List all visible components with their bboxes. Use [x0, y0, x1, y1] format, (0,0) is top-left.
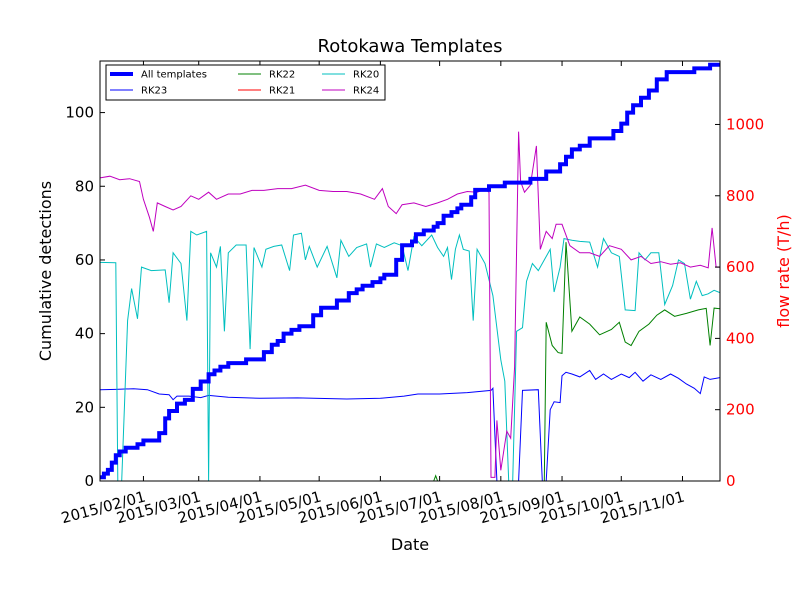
right-tick-label: 800: [726, 187, 755, 205]
left-tick-label: 60: [75, 251, 94, 269]
legend-label-rk23: RK23: [141, 86, 167, 97]
legend: All templates RK23 RK22 RK21 RK20 RK24: [105, 64, 386, 101]
right-tick-label: 200: [726, 401, 755, 419]
left-tick-label: 80: [75, 177, 94, 195]
left-tick-label: 20: [75, 398, 94, 416]
x-axis: 2015/02/012015/03/012015/04/012015/05/01…: [59, 61, 687, 527]
legend-label-all-templates: All templates: [141, 70, 207, 81]
left-tick-label: 40: [75, 325, 94, 343]
left-axis-label: Cumulative detections: [36, 181, 55, 361]
left-axis: 0 20 40 60 80 100: [65, 104, 105, 490]
right-axis-label: flow rate (T/h): [774, 214, 793, 327]
plot-area: [100, 62, 720, 481]
right-tick-label: 0: [726, 472, 736, 490]
left-tick-label: 100: [65, 104, 94, 122]
series-line-rk23: [100, 369, 720, 481]
chart-title: Rotokawa Templates: [318, 36, 503, 57]
series-line-rk20: [100, 230, 720, 481]
legend-label-rk24: RK24: [353, 86, 379, 97]
right-axis: 0 200 400 600 800 1000: [715, 115, 764, 490]
right-tick-label: 1000: [726, 115, 764, 133]
series-line-all-templates: [100, 62, 720, 480]
plot-frame: [99, 60, 721, 482]
legend-box: [105, 64, 386, 101]
series-line-rk24: [100, 131, 720, 478]
x-axis-label: Date: [391, 535, 429, 554]
right-tick-label: 600: [726, 258, 755, 276]
legend-label-rk21: RK21: [269, 86, 295, 97]
legend-label-rk20: RK20: [353, 70, 379, 81]
legend-label-rk22: RK22: [269, 70, 295, 81]
left-tick-label: 0: [84, 472, 94, 490]
series-line-rk22: [100, 242, 720, 481]
right-tick-label: 400: [726, 329, 755, 347]
